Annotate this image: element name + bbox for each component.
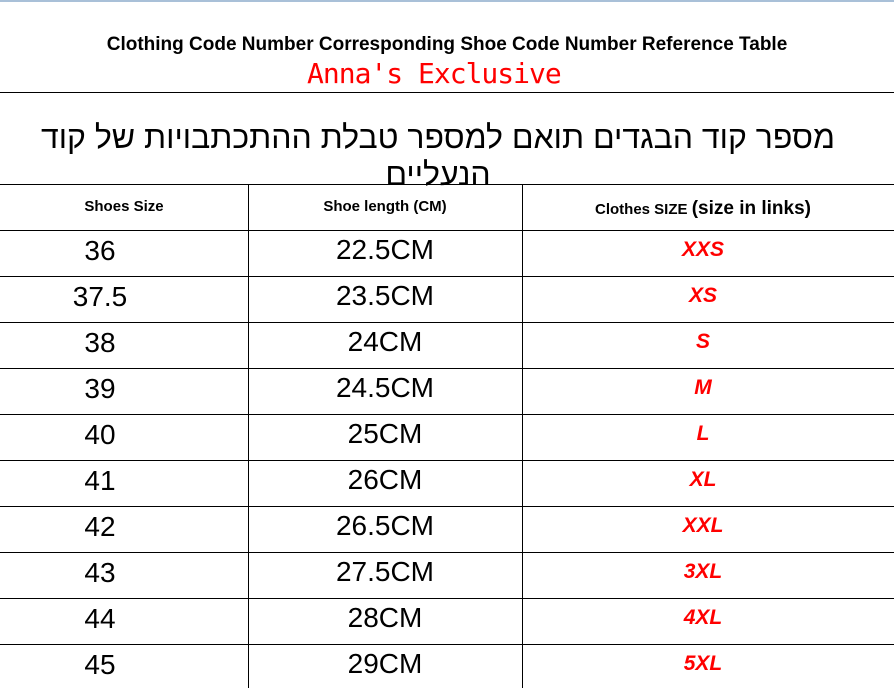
- hebrew-subtitle: מספר קוד הבגדים תואם למספר טבלת ההתכתבוי…: [41, 119, 835, 192]
- row-divider: [0, 322, 894, 323]
- shoes-size-cell: 40: [84, 419, 116, 450]
- shoe-length-cell: 29CM: [347, 648, 423, 679]
- shoe-length-cell: 24CM: [347, 326, 423, 357]
- watermark: Anna's Exclusive: [307, 57, 562, 90]
- header-shoes-size: Shoes Size: [84, 198, 164, 215]
- header-clothes-size-label: Clothes SIZE: [595, 201, 688, 218]
- shoe-length-cell: 22.5CM: [335, 234, 435, 265]
- shoes-size-cell: 44: [84, 603, 116, 634]
- clothes-size-cell: XXL: [682, 514, 724, 537]
- row-divider: [0, 414, 894, 415]
- shoes-size-cell: 43: [84, 557, 116, 588]
- row-divider: [0, 230, 894, 231]
- shoe-length-cell: 24.5CM: [335, 372, 435, 403]
- clothes-size-cell: 3XL: [683, 560, 723, 583]
- header-clothes-size-note: (size in links): [691, 198, 811, 219]
- divider: [0, 92, 894, 93]
- row-divider: [0, 644, 894, 645]
- clothes-size-cell: 4XL: [683, 606, 723, 629]
- shoe-length-cell: 27.5CM: [335, 556, 435, 587]
- header-clothes-size: Clothes SIZE (size in links): [522, 198, 884, 220]
- clothes-size-cell: 5XL: [683, 652, 723, 675]
- shoe-length-cell: 25CM: [347, 418, 423, 449]
- row-divider: [0, 552, 894, 553]
- shoe-length-cell: 23.5CM: [335, 280, 435, 311]
- shoes-size-cell: 39: [84, 373, 116, 404]
- column-divider: [522, 184, 523, 688]
- clothes-size-cell: L: [696, 422, 710, 445]
- clothes-size-cell: M: [694, 376, 712, 399]
- page-title: Clothing Code Number Corresponding Shoe …: [106, 34, 788, 55]
- row-divider: [0, 506, 894, 507]
- clothes-size-cell: XL: [689, 468, 717, 491]
- shoe-length-cell: 26.5CM: [335, 510, 435, 541]
- shoe-length-cell: 26CM: [347, 464, 423, 495]
- top-border: [0, 0, 894, 2]
- row-divider: [0, 368, 894, 369]
- row-divider: [0, 598, 894, 599]
- shoes-size-cell: 37.5: [72, 281, 128, 312]
- row-divider: [0, 460, 894, 461]
- shoes-size-cell: 36: [84, 235, 116, 266]
- clothes-size-cell: S: [695, 330, 710, 353]
- clothes-size-cell: XXS: [681, 238, 725, 261]
- header-shoe-length: Shoe length (CM): [323, 198, 447, 215]
- column-divider: [248, 184, 249, 688]
- shoe-length-cell: 28CM: [347, 602, 423, 633]
- row-divider: [0, 276, 894, 277]
- shoes-size-cell: 42: [84, 511, 116, 542]
- shoes-size-cell: 41: [84, 465, 116, 496]
- shoes-size-cell: 45: [84, 649, 116, 680]
- clothes-size-cell: XS: [688, 284, 717, 307]
- shoes-size-cell: 38: [84, 327, 116, 358]
- row-divider: [0, 184, 894, 185]
